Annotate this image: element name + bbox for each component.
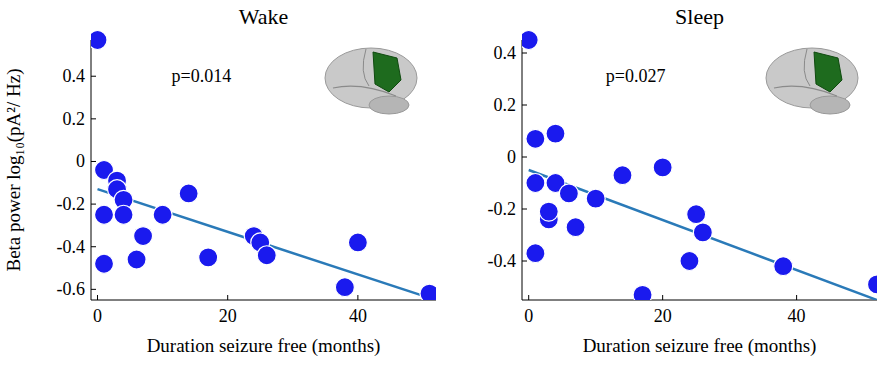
brain-cerebellum (810, 96, 850, 114)
y-tick (91, 76, 96, 77)
x-tick-label: 40 (349, 306, 367, 326)
marks (522, 31, 877, 301)
point (522, 31, 538, 50)
point (348, 233, 367, 252)
marks (91, 31, 436, 301)
brain-inset (325, 48, 417, 114)
point (179, 184, 198, 203)
point (546, 124, 565, 143)
brain-region (814, 52, 842, 92)
y-tick (522, 261, 527, 262)
y-tick (91, 161, 96, 162)
y-tick (91, 204, 96, 205)
panel: -0.6 -0.4 -0.2 0 0.2 0.4 0 20 40 Wake Duration sei… (3, 4, 439, 357)
brain-cerebellum (369, 96, 409, 114)
x-tick (227, 295, 228, 300)
point (633, 285, 652, 300)
x-tick (796, 295, 797, 300)
y-tick (91, 118, 96, 119)
y-tick-label: -0.2 (57, 194, 86, 214)
brain-region (373, 52, 401, 92)
x-tick-label: 20 (654, 306, 672, 326)
point (559, 184, 578, 203)
point (539, 202, 558, 221)
brain-sulcus (363, 49, 369, 86)
figure: -0.6 -0.4 -0.2 0 0.2 0.4 0 20 40 Wake Duration sei… (0, 0, 885, 370)
point (586, 189, 605, 208)
x-tick (528, 295, 529, 300)
y-tick-label: 0 (507, 147, 516, 167)
x-tick-label: 40 (788, 306, 806, 326)
x-tick-label: 20 (219, 306, 237, 326)
point (613, 166, 632, 185)
panel-title: Wake (239, 4, 289, 29)
y-tick-label: 0.4 (63, 66, 86, 86)
x-axis-line (91, 300, 436, 301)
p-value: p=0.027 (606, 66, 666, 86)
point (693, 223, 712, 242)
x-tick-label: 0 (524, 306, 533, 326)
point (153, 205, 172, 224)
point (566, 218, 585, 237)
point (680, 252, 699, 271)
panel: -0.4 -0.2 0 0.2 0.4 0 20 40 Sleep Duration seizur… (488, 4, 885, 357)
point (526, 244, 545, 263)
point (526, 174, 545, 193)
fit-line (98, 189, 430, 298)
brain-sulcus (804, 49, 810, 86)
y-tick-label: 0.4 (494, 43, 517, 63)
point (687, 205, 706, 224)
x-tick (662, 295, 663, 300)
brain-inset (766, 48, 858, 114)
y-tick (522, 209, 527, 210)
point (114, 205, 133, 224)
point (868, 275, 878, 294)
x-tick-label: 0 (93, 306, 102, 326)
point (653, 158, 672, 177)
point (257, 246, 276, 265)
point (335, 278, 354, 297)
x-axis-title: Duration seizure free (months) (147, 335, 381, 357)
y-tick-label: 0.2 (494, 95, 517, 115)
point (526, 129, 545, 148)
point (420, 284, 436, 300)
y-axis-title: Beta power log₁₀(pA²/ Hz) (3, 68, 25, 271)
y-tick (522, 157, 527, 158)
y-tick (91, 246, 96, 247)
point (127, 250, 146, 269)
y-tick (522, 105, 527, 106)
point (134, 227, 153, 246)
y-tick-label: 0.2 (63, 109, 86, 129)
y-tick-label: -0.4 (488, 251, 517, 271)
x-axis-title: Duration seizure free (months) (583, 335, 817, 357)
y-tick-label: -0.6 (57, 279, 86, 299)
y-tick (91, 289, 96, 290)
point (91, 31, 107, 50)
point (95, 254, 114, 273)
y-tick-label: -0.4 (57, 237, 86, 257)
y-tick-label: 0 (76, 151, 85, 171)
fit-line (529, 170, 877, 300)
y-tick (522, 53, 527, 54)
panel-title: Sleep (675, 4, 724, 29)
y-axis-line (91, 40, 92, 300)
x-axis-line (522, 300, 877, 301)
point (199, 248, 218, 267)
p-value: p=0.014 (172, 66, 232, 86)
y-tick-label: -0.2 (488, 199, 517, 219)
point (774, 257, 793, 276)
x-tick (97, 295, 98, 300)
x-tick (357, 295, 358, 300)
point (95, 205, 114, 224)
